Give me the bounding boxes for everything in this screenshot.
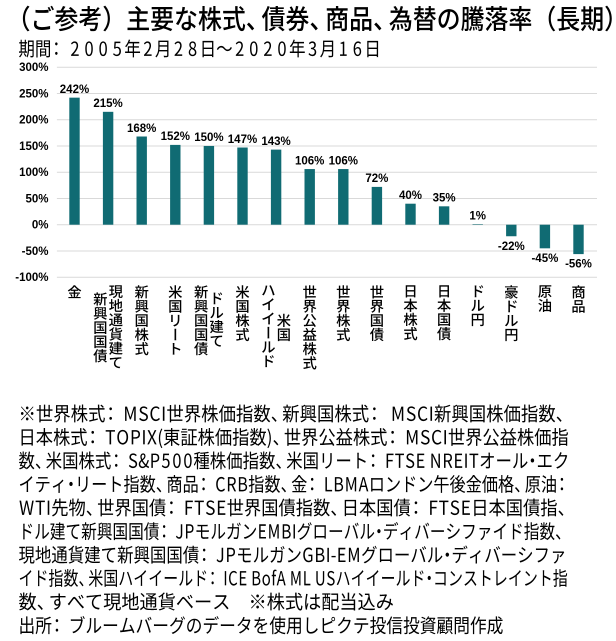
svg-text:-100%: -100% — [15, 272, 48, 284]
svg-text:250%: 250% — [19, 88, 48, 100]
svg-text:40%: 40% — [399, 190, 422, 202]
svg-text:150%: 150% — [194, 132, 223, 144]
svg-text:50%: 50% — [25, 193, 48, 205]
svg-text:1%: 1% — [469, 211, 486, 223]
svg-text:150%: 150% — [19, 141, 48, 153]
svg-text:106%: 106% — [329, 155, 358, 167]
svg-text:215%: 215% — [93, 98, 122, 110]
svg-text:35%: 35% — [433, 193, 456, 205]
svg-text:300%: 300% — [19, 62, 48, 74]
svg-text:0%: 0% — [32, 220, 49, 232]
svg-text:152%: 152% — [161, 131, 190, 143]
svg-text:72%: 72% — [365, 173, 388, 185]
svg-text:106%: 106% — [295, 155, 324, 167]
svg-text:147%: 147% — [228, 134, 257, 146]
svg-text:-56%: -56% — [565, 259, 592, 271]
svg-text:143%: 143% — [261, 136, 290, 148]
svg-text:242%: 242% — [60, 84, 89, 96]
svg-text:-45%: -45% — [531, 253, 558, 265]
svg-text:-22%: -22% — [498, 241, 525, 253]
svg-text:200%: 200% — [19, 115, 48, 127]
svg-text:100%: 100% — [19, 167, 48, 179]
svg-text:-50%: -50% — [22, 246, 49, 258]
svg-text:168%: 168% — [127, 123, 156, 135]
